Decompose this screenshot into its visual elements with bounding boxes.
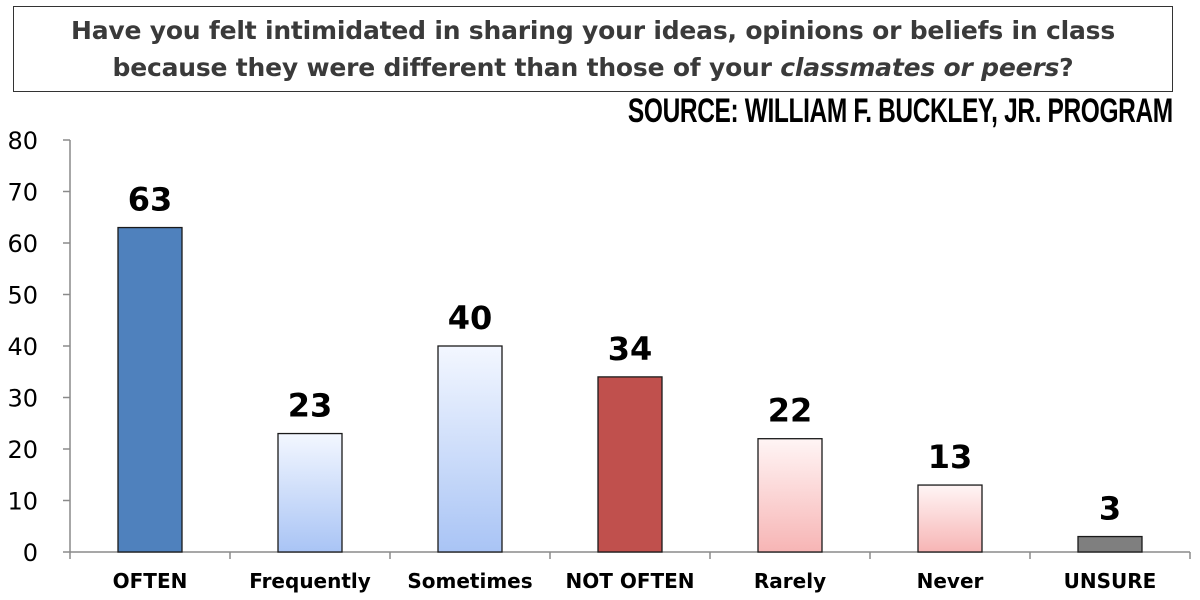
bar-never [917,484,983,553]
title-line-2-start: because they were different than those o… [112,53,781,82]
x-tick-label: Never [917,569,984,593]
x-tick-label: Sometimes [407,569,532,593]
x-tick-label: OFTEN [113,569,188,593]
title-line-2: because they were different than those o… [113,49,1074,86]
title-line-1: Have you felt intimidated in sharing you… [70,16,1115,45]
title-line-2-end: ? [1059,53,1074,82]
title-line-2-emphasis: classmates or peers [780,53,1060,82]
x-tick-label: Frequently [249,569,371,593]
data-label: 23 [288,387,333,425]
bar-often [117,226,183,553]
bar-rarely [757,438,823,553]
bar-unsure [1077,535,1143,553]
x-tick-label: UNSURE [1064,569,1157,593]
y-tick-label: 30 [7,385,38,413]
y-tick-label: 40 [7,333,38,361]
data-label: 22 [768,392,813,430]
data-label: 3 [1099,490,1121,528]
data-label: 63 [128,181,173,219]
y-tick-label: 10 [7,488,38,516]
y-tick-label: 80 [7,127,38,155]
bar-frequently [277,432,343,553]
bar-sometimes [437,345,503,553]
y-tick-label: 20 [7,436,38,464]
bar-not-often [597,376,663,553]
chart-title: Have you felt intimidated in sharing you… [13,6,1173,92]
y-tick-label: 50 [7,282,38,310]
source-label: SOURCE: WILLIAM F. BUCKLEY, JR. PROGRAM [628,92,1173,130]
y-tick-label: 0 [23,539,38,567]
y-tick-label: 70 [7,179,38,207]
x-tick-label: Rarely [754,569,826,593]
data-label: 34 [608,330,653,368]
data-label: 40 [448,299,493,337]
y-tick-label: 60 [7,230,38,258]
x-tick-label: NOT OFTEN [565,569,694,593]
data-label: 13 [928,438,973,476]
